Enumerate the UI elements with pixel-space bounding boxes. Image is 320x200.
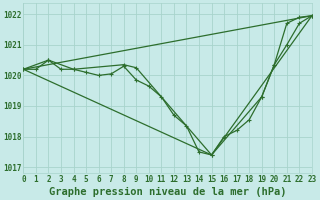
X-axis label: Graphe pression niveau de la mer (hPa): Graphe pression niveau de la mer (hPa) — [49, 186, 286, 197]
